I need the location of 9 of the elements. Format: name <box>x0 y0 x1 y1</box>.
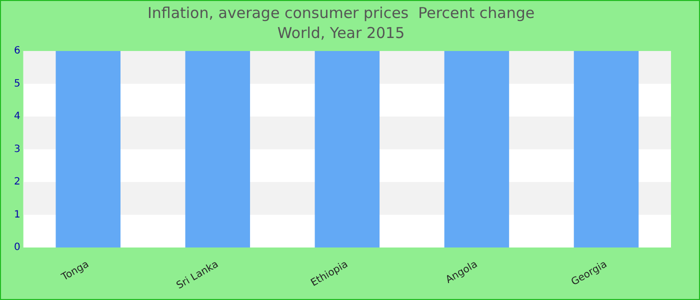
y-tick-label: 2 <box>14 176 20 188</box>
y-tick-label: 0 <box>14 242 20 254</box>
chart-subtitle: World, Year 2015 <box>277 24 405 42</box>
y-tick-label: 4 <box>14 111 20 122</box>
y-tick-label: 5 <box>14 78 20 90</box>
y-tick-label: 6 <box>14 46 20 57</box>
y-tick-label: 3 <box>14 144 20 155</box>
y-tick-label: 1 <box>14 209 20 220</box>
chart-title: Inflation, average consumer prices Percent change <box>147 4 535 22</box>
